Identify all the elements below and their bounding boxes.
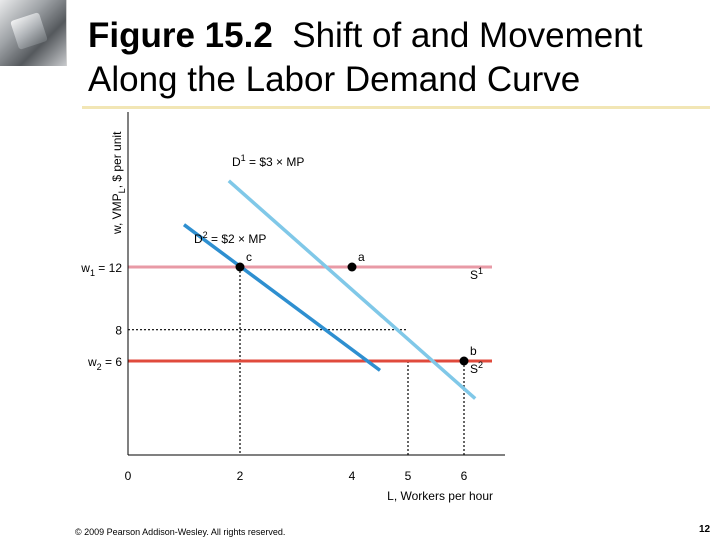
axes-layer — [127, 112, 505, 456]
point-marker-c — [235, 262, 245, 272]
y-axis-label: w, VMPL, $ per unit — [110, 131, 127, 235]
point-label-a: a — [358, 250, 365, 264]
x-tick-label-6: 6 — [461, 469, 468, 483]
supply-label-s2: S2 — [470, 360, 483, 376]
page-number: 12 — [699, 524, 711, 535]
point-marker-a — [347, 262, 357, 272]
copyright-text: © 2009 Pearson Addison-Wesley. All right… — [75, 527, 286, 537]
text-layer: S1 S2 D1 = $3 × MP D2 = $2 × MP a b c 0 2 4 5 6 w1 =… — [80, 131, 493, 503]
supply-label-s1: S1 — [470, 266, 483, 282]
point-label-b: b — [470, 344, 477, 358]
x-tick-label-2: 2 — [237, 469, 244, 483]
decorative-cube-image — [0, 0, 67, 66]
point-label-c: c — [246, 250, 252, 264]
x-tick-label-5: 5 — [405, 469, 412, 483]
demand-label-d1: D1 = $3 × MP — [232, 153, 304, 169]
y-tick-label-8: 8 — [115, 324, 122, 338]
y-tick-label-12: w1 = 12 — [80, 261, 122, 278]
demand-curve-d1 — [227, 179, 477, 400]
point-marker-b — [459, 356, 469, 366]
title-rule — [82, 106, 710, 109]
y-tick-label-6: w2 = 6 — [87, 355, 122, 372]
x-axis-label: L, Workers per hour — [387, 489, 493, 503]
figure-title-text: Shift of and Movement Along the Labor De… — [88, 16, 643, 99]
demand-curve-d2 — [182, 223, 382, 372]
demand-label-d2: D2 = $2 × MP — [194, 230, 266, 246]
curve-layer — [128, 179, 492, 400]
x-tick-label-0: 0 — [125, 469, 132, 483]
figure-label: Figure 15.2 — [88, 16, 273, 55]
x-tick-label-4: 4 — [349, 469, 356, 483]
slide-title: Figure 15.2 Shift of and Movement Along … — [88, 14, 708, 102]
